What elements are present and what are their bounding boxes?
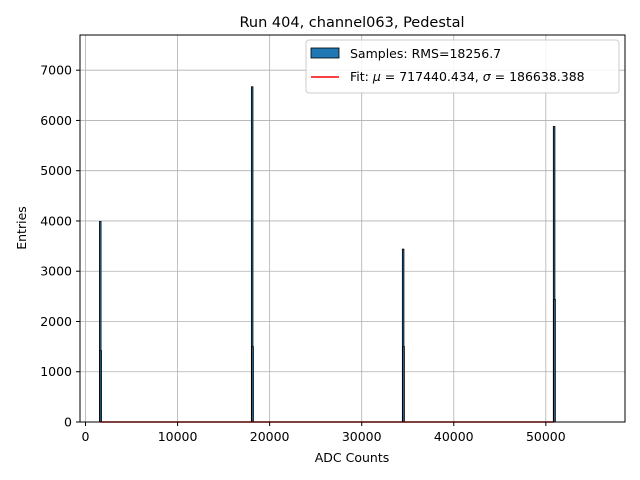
y-tick-label: 0 (64, 415, 72, 430)
histogram-bar (553, 298, 556, 423)
x-axis-ticks: 0 10000 20000 30000 40000 50000 (82, 422, 566, 444)
histogram-bar (99, 350, 102, 423)
histogram-bar (251, 346, 254, 423)
x-tick-label: 0 (82, 429, 90, 444)
legend-samples-label: Samples: RMS=18256.7 (350, 46, 501, 61)
y-axis-label: Entries (14, 206, 29, 250)
x-tick-label: 50000 (526, 429, 566, 444)
chart-title: Run 404, channel063, Pedestal (239, 15, 464, 31)
x-tick-label: 10000 (158, 429, 198, 444)
x-tick-label: 40000 (434, 429, 474, 444)
y-tick-label: 5000 (40, 163, 72, 178)
y-tick-label: 1000 (40, 364, 72, 379)
legend-fit-label: Fit: μ = 717440.434, σ = 186638.388 (350, 69, 585, 84)
y-tick-label: 4000 (40, 213, 72, 228)
legend-samples-patch (310, 47, 340, 59)
x-tick-label: 30000 (342, 429, 382, 444)
y-tick-label: 2000 (40, 314, 72, 329)
x-tick-label: 20000 (250, 429, 290, 444)
legend: Samples: RMS=18256.7 Fit: μ = 717440.434… (305, 39, 620, 94)
histogram-bars (99, 86, 556, 423)
y-tick-label: 3000 (40, 264, 72, 279)
legend-box (305, 39, 620, 94)
y-axis-ticks: 0 1000 2000 3000 4000 5000 6000 7000 (40, 63, 80, 430)
x-axis-label: ADC Counts (315, 450, 390, 465)
histogram-bar (402, 346, 405, 423)
y-tick-label: 6000 (40, 113, 72, 128)
plot-frame (79, 34, 626, 423)
y-tick-label: 7000 (40, 63, 72, 78)
